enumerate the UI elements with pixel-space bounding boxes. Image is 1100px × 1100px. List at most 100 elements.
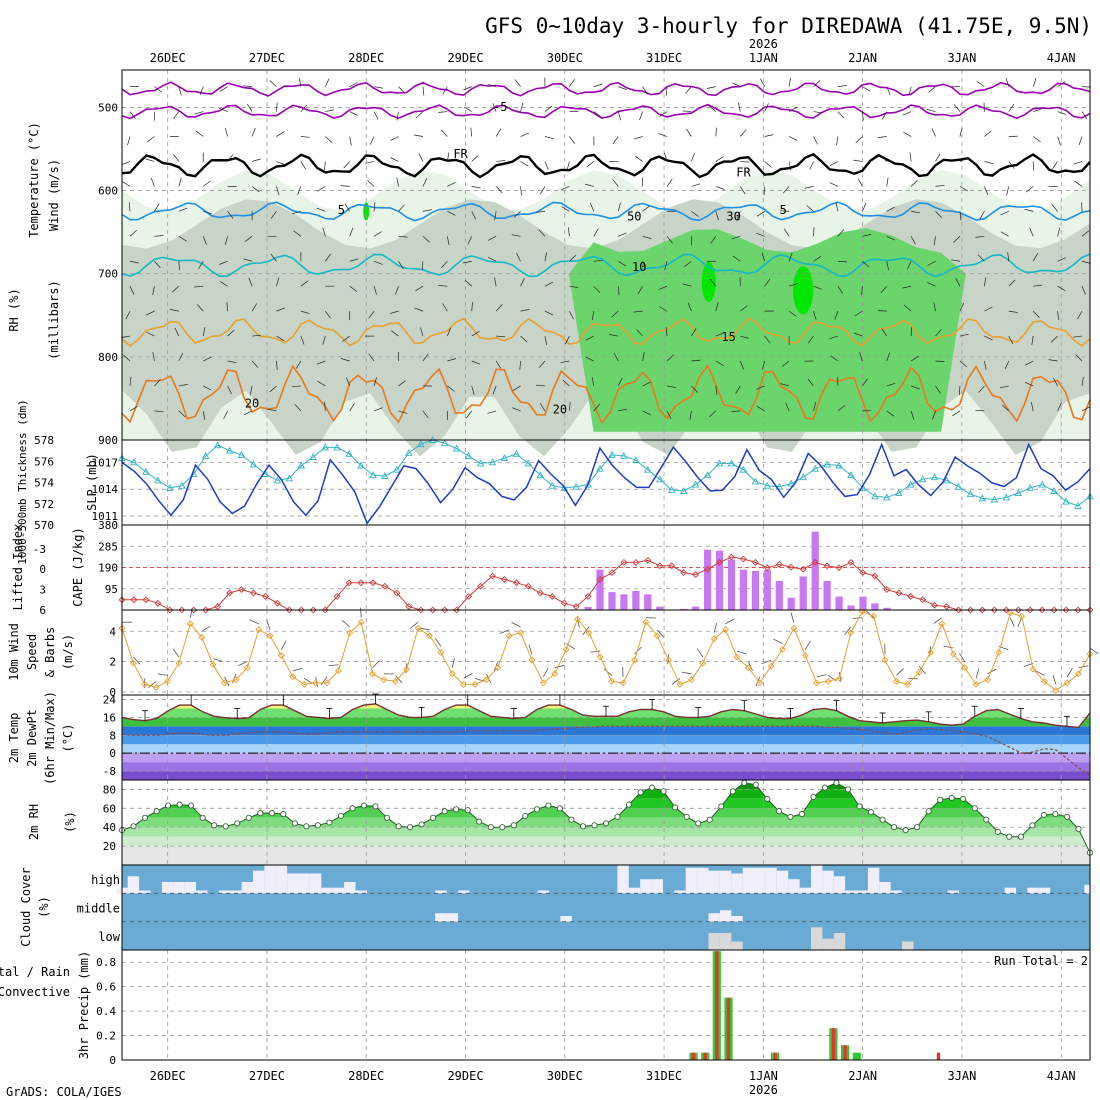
wind10m-speed-point <box>733 653 741 661</box>
wind-barb <box>689 410 692 420</box>
lifted-index-point <box>967 606 974 614</box>
cape-bar <box>656 606 664 610</box>
wind-barb <box>178 207 188 212</box>
wind-barb <box>975 409 985 412</box>
wind-barb <box>568 227 570 237</box>
wind-barb <box>544 310 554 316</box>
wind-barb <box>122 181 131 187</box>
wind-barb <box>416 111 424 118</box>
lifted-index-point <box>453 606 461 614</box>
wind-barb <box>731 82 741 87</box>
wind10m-barb <box>582 626 590 636</box>
rh2m-point <box>891 824 898 831</box>
top-date-label: 27DEC <box>249 51 285 65</box>
wind-barb <box>520 132 530 137</box>
precip-total-bar <box>852 1052 861 1060</box>
wind-barb <box>710 236 717 244</box>
rh2m-point <box>683 813 690 820</box>
cloud-bar-high <box>139 890 151 894</box>
rh2m-point <box>971 805 978 812</box>
wind-barb <box>857 178 863 187</box>
rh2m-tick-label: 60 <box>103 802 116 815</box>
thickness-series-line <box>121 439 1091 507</box>
cloud-bar-high <box>344 882 356 894</box>
wind-barb <box>928 86 936 93</box>
wind-barb <box>463 106 472 112</box>
rh2m-point <box>614 813 621 820</box>
wind-barb <box>731 235 741 240</box>
lifted-index-point <box>226 589 234 597</box>
wind-barb <box>984 360 987 370</box>
wind-barb <box>1008 104 1015 112</box>
wind-barb <box>538 360 546 368</box>
wind-barb <box>422 410 429 419</box>
thickness-point <box>930 473 939 481</box>
wind-barb <box>520 161 529 167</box>
wind-barb <box>471 302 473 312</box>
lifted-index-point <box>548 592 556 600</box>
bottom-date-label: 26DEC <box>150 1069 186 1083</box>
wind-barb <box>813 402 817 411</box>
wind-barb <box>560 360 570 364</box>
lifted-index-point <box>668 562 676 570</box>
wind-barb <box>813 80 821 87</box>
wind-barb <box>1050 335 1058 343</box>
lifted-index-point <box>728 553 735 561</box>
wind-barb <box>224 127 228 137</box>
thickness-point <box>727 459 736 467</box>
thickness-point <box>942 476 951 484</box>
bottom-date-label: 30DEC <box>547 1069 583 1083</box>
freezing-level-line <box>121 152 1091 179</box>
wind-barb <box>344 203 350 212</box>
wind-barb <box>813 227 815 237</box>
cape-bar <box>692 606 700 610</box>
wind-barb <box>906 261 912 270</box>
wind10m-speed-point <box>517 629 525 637</box>
wind-barb <box>1077 310 1083 320</box>
wind-barb <box>910 410 915 420</box>
lifted-index-point <box>859 569 867 577</box>
wind10m-speed-point <box>1063 679 1071 687</box>
wind10m-barb <box>434 637 442 647</box>
thickness-point <box>357 461 365 469</box>
thickness-point <box>667 485 676 493</box>
wind-barb <box>813 285 823 290</box>
wind-barb <box>636 329 643 337</box>
wind-barb <box>420 327 424 337</box>
thickness-axis-label: 1000-500mb Thickness (dm) <box>16 399 29 565</box>
rh2m-point <box>798 810 805 818</box>
wind10m-speed-point <box>710 635 718 643</box>
wind-barb <box>910 236 916 245</box>
wind-barb <box>909 152 912 162</box>
rh2m-tick-label: 80 <box>103 783 116 796</box>
wind-barb <box>886 177 889 187</box>
wind-barb <box>618 260 627 267</box>
rh2m-point <box>280 810 287 818</box>
lifted-index-point <box>608 569 616 577</box>
wind10m-speed-point <box>403 665 411 673</box>
wind10m-barb <box>804 640 811 650</box>
cloud-bar-low <box>708 933 720 950</box>
cloud-bar-high <box>218 890 231 894</box>
wind-barb <box>1024 208 1034 212</box>
wind-barb <box>788 77 791 87</box>
cape-bar <box>727 559 736 610</box>
wind-barb <box>877 310 887 312</box>
wind-barb <box>659 306 668 312</box>
wind-barb <box>492 385 497 395</box>
thickness-point <box>381 472 389 480</box>
wind-barb <box>664 261 668 270</box>
wind-barb <box>324 161 326 171</box>
cloud-bar-high <box>332 887 345 894</box>
wind-barb <box>715 332 725 337</box>
wind10m-speed-point <box>312 679 320 687</box>
rh2m-tick-label: 20 <box>103 840 116 853</box>
precip-frame <box>121 949 1091 1061</box>
wind10m-speed-point <box>892 677 900 685</box>
wind-barb <box>178 235 187 242</box>
cloud-bar-low <box>811 927 823 950</box>
wind-barb <box>169 309 179 312</box>
precip-convective-bar <box>691 1052 696 1060</box>
wind-barb <box>569 136 576 144</box>
time-axes-layer: 26DEC 26DEC 27DEC 27DEC 28DEC 28DEC 29DEC 29DEC… <box>150 37 1076 1097</box>
